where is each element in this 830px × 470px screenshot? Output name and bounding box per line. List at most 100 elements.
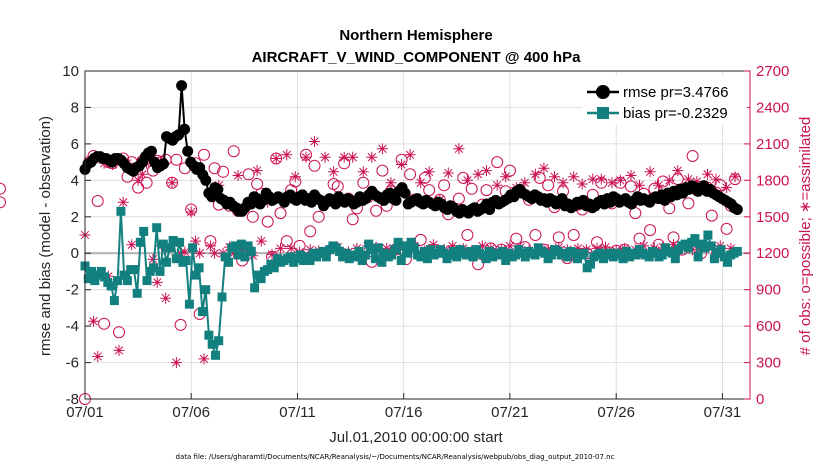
bias-point	[465, 246, 475, 256]
rmse-point	[179, 123, 191, 135]
x-tick-label-5: 07/26	[597, 404, 635, 421]
obs-possible-point	[346, 213, 359, 226]
bias-point	[468, 252, 478, 262]
bias-point	[109, 296, 119, 306]
obs-assimilated-point	[653, 179, 665, 191]
bias-point	[132, 288, 142, 298]
bias-point	[706, 241, 716, 251]
obs-possible-point	[280, 235, 293, 248]
obs-assimilated-point	[568, 171, 580, 183]
rmse-point	[731, 204, 743, 215]
rmse-point	[176, 80, 188, 92]
bias-point	[693, 252, 703, 262]
obs-assimilated-point	[166, 177, 178, 189]
bias-point	[188, 243, 198, 253]
bias-point	[122, 276, 132, 286]
x-tick-label-0: 07/01	[66, 404, 104, 421]
obs-assimilated-point	[634, 179, 645, 191]
bias-point	[217, 292, 227, 302]
bias-point	[511, 250, 520, 260]
y2-tick-label-3: 900	[756, 282, 781, 299]
obs-possible-point	[567, 229, 580, 241]
bias-point	[357, 256, 367, 265]
bias-point	[321, 252, 331, 262]
obs-assimilated-point	[576, 178, 588, 190]
obs-possible-point	[457, 171, 470, 184]
chart-title: Northern Hemisphere	[339, 27, 492, 44]
y2-tick-label-6: 1800	[756, 172, 789, 189]
bias-point	[240, 252, 250, 262]
bias-point	[158, 239, 168, 249]
obs-assimilated-point	[625, 170, 637, 181]
bias-point	[230, 241, 240, 251]
bias-point	[207, 339, 217, 349]
obs-possible-point	[682, 197, 695, 210]
bias-point	[181, 256, 191, 265]
y-axis-label: rmse and bias (model - observation)	[37, 116, 54, 356]
bias-point	[546, 250, 556, 260]
obs-assimilated-point	[251, 165, 263, 177]
chart-subtitle: AIRCRAFT_V_WIND_COMPONENT @ 400 hPa	[252, 49, 582, 66]
obs-possible-point	[217, 165, 230, 178]
bias-point	[165, 243, 175, 253]
bias-point	[484, 246, 494, 256]
rmse-point	[399, 187, 411, 199]
bias-point	[168, 236, 178, 245]
bias-point	[700, 243, 710, 253]
obs-possible-point	[198, 148, 210, 161]
bias-point	[113, 276, 123, 286]
obs-assimilated-point	[275, 242, 286, 254]
obs-assimilated-point	[453, 143, 465, 155]
obs-assimilated-point	[179, 246, 191, 258]
obs-assimilated-point	[591, 242, 603, 254]
bias-point	[361, 250, 370, 260]
obs-possible-point	[714, 179, 727, 192]
bias-point	[129, 265, 139, 275]
obs-possible-point	[510, 232, 523, 245]
bias-point	[96, 266, 106, 276]
bias-point	[305, 256, 315, 265]
rmse-point	[206, 191, 218, 203]
obs-possible-point	[418, 171, 431, 184]
bias-point	[723, 257, 732, 267]
series-lines	[79, 80, 743, 360]
bias-point	[139, 226, 149, 236]
obs-assimilated-point	[92, 351, 104, 362]
legend-rmse-marker	[596, 85, 610, 99]
legend-bias-label: bias pr=-0.2329	[623, 105, 728, 122]
obs-possible-point	[720, 222, 733, 235]
obs-possible-point	[208, 162, 221, 175]
rmse-point	[158, 158, 169, 170]
obs-assimilated-point	[88, 315, 99, 327]
y-tick-label-6: 4	[71, 172, 79, 189]
obs-assimilated-point	[270, 153, 282, 164]
obs-assimilated-point	[170, 357, 182, 369]
obs-assimilated-point	[198, 353, 210, 365]
bias-point	[403, 248, 413, 258]
bias-point	[197, 307, 207, 316]
obs-assimilated-point	[500, 171, 512, 183]
y2-tick-label-4: 1200	[756, 245, 789, 262]
obs-assimilated-point	[185, 206, 197, 218]
bias-point	[250, 283, 260, 293]
y-tick-label-0: -8	[66, 391, 79, 408]
obs-assimilated-point	[504, 240, 516, 252]
right-axis: 0 300 600 900 1200 1500 1800 2100 2400 2700	[744, 63, 789, 408]
bias-point	[286, 252, 295, 262]
bias-point	[690, 234, 700, 244]
bias-point	[171, 254, 181, 264]
y-tick-label-7: 6	[71, 136, 79, 153]
bias-point	[579, 248, 589, 258]
bias-point	[374, 243, 383, 253]
bias-point	[364, 239, 374, 249]
bias-point	[406, 237, 416, 247]
obs-possible-point	[542, 179, 555, 192]
bias-point	[135, 237, 145, 247]
bias-point	[419, 246, 429, 256]
data-file-note: data file: /Users/gharamti/Documents/NCA…	[176, 453, 615, 461]
bias-point	[175, 237, 185, 247]
obs-possible-point	[438, 179, 451, 192]
y2-tick-label-8: 2400	[756, 99, 789, 116]
bias-point	[393, 237, 403, 247]
bias-point	[449, 246, 458, 256]
